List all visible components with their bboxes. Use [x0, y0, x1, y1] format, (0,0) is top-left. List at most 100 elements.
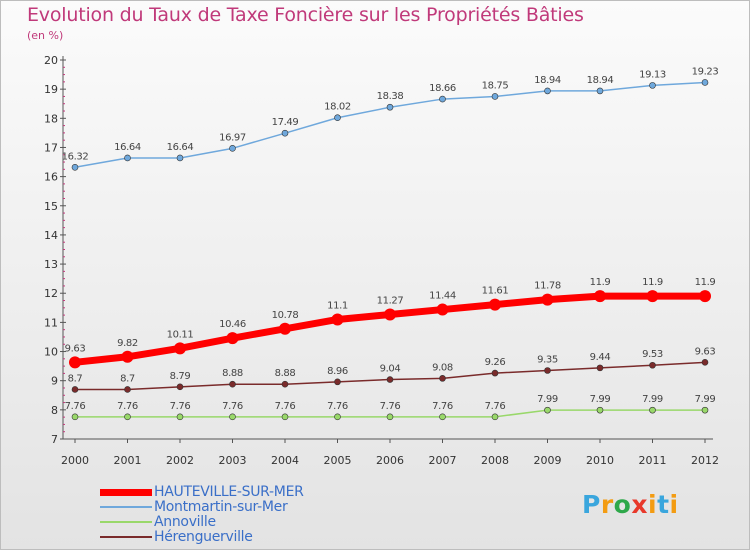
data-point [281, 129, 289, 137]
logo-letter: x [631, 490, 648, 519]
data-point [544, 87, 551, 95]
x-tick-label: 2007 [429, 454, 457, 467]
data-point [596, 406, 604, 414]
logo-letter: t [657, 490, 670, 519]
data-label: 7.76 [117, 401, 138, 412]
data-point [71, 386, 79, 393]
y-tick-label: 12 [44, 287, 58, 300]
data-point [176, 154, 184, 162]
data-label: 8.88 [275, 368, 296, 379]
y-tick-label: 9 [51, 375, 58, 388]
x-tick-label: 2002 [166, 454, 194, 467]
data-point [334, 378, 341, 386]
data-label: 7.76 [65, 401, 86, 412]
legend-swatch [100, 489, 152, 496]
data-label: 11.9 [642, 277, 663, 288]
y-tick-label: 7 [51, 433, 58, 446]
data-point [176, 413, 184, 421]
legend-label: Hérenguerville [154, 529, 253, 545]
x-tick-label: 2006 [376, 454, 404, 467]
data-point [439, 95, 446, 103]
data-label: 9.63 [65, 343, 86, 354]
data-point [649, 361, 656, 369]
data-point [541, 293, 554, 306]
data-point [491, 93, 499, 100]
legend-label: Annoville [154, 514, 216, 530]
data-point [439, 413, 446, 421]
data-label: 17.49 [272, 117, 299, 128]
data-label: 18.94 [587, 75, 614, 86]
data-label: 19.23 [692, 66, 719, 77]
data-label: 9.04 [380, 364, 401, 375]
data-point [176, 383, 184, 391]
data-label: 9.26 [485, 357, 506, 368]
data-point [386, 103, 394, 111]
data-point [281, 413, 289, 421]
data-label: 10.46 [219, 319, 246, 330]
data-label: 18.38 [377, 91, 404, 102]
x-tick-label: 2010 [586, 454, 614, 467]
data-label: 16.97 [219, 132, 246, 143]
y-tick-label: 17 [44, 141, 58, 154]
data-label: 7.99 [642, 394, 663, 405]
data-point [436, 303, 449, 316]
data-point [646, 290, 659, 303]
proxiti-logo: Proxiti [582, 490, 679, 519]
data-label: 18.75 [482, 80, 509, 91]
data-label: 11.9 [695, 277, 716, 288]
legend-swatch [100, 536, 152, 538]
y-tick-label: 11 [44, 316, 58, 329]
logo-letter: P [582, 490, 601, 519]
data-point [701, 406, 709, 414]
unit-label: (en %) [27, 29, 64, 42]
x-tick-label: 2005 [324, 454, 352, 467]
data-point [331, 313, 344, 326]
data-point [701, 79, 709, 86]
data-label: 7.99 [537, 394, 558, 405]
data-point [649, 82, 656, 89]
data-point [229, 145, 236, 152]
data-label: 7.76 [485, 401, 506, 412]
data-point [386, 413, 394, 421]
data-point [229, 413, 236, 421]
data-point [649, 406, 656, 414]
data-point [229, 380, 236, 388]
data-label: 18.02 [324, 102, 351, 113]
data-label: 9.63 [695, 346, 716, 357]
data-label: 7.76 [275, 401, 296, 412]
data-point [69, 356, 81, 369]
data-point [491, 369, 499, 377]
legend-swatch [100, 506, 152, 508]
logo-letter: o [613, 490, 632, 519]
legend-label: HAUTEVILLE-SUR-MER [154, 484, 304, 500]
y-tick-label: 16 [44, 171, 58, 184]
data-point [334, 413, 341, 421]
data-point [71, 163, 79, 171]
data-label: 11.1 [327, 300, 348, 311]
data-label: 16.32 [62, 151, 89, 162]
data-point [491, 413, 499, 421]
x-tick-label: 2001 [114, 454, 142, 467]
data-point [279, 322, 291, 335]
data-label: 9.35 [537, 354, 558, 365]
data-label: 11.78 [534, 281, 561, 292]
data-point [124, 154, 131, 162]
data-point [281, 380, 289, 388]
data-label: 8.7 [120, 373, 135, 384]
y-tick-label: 14 [44, 229, 58, 242]
y-tick-label: 8 [51, 404, 58, 417]
data-point [384, 308, 396, 321]
data-point [544, 406, 551, 414]
x-tick-label: 2011 [639, 454, 667, 467]
data-point [124, 413, 131, 421]
data-label: 9.08 [432, 362, 453, 373]
y-tick-label: 19 [44, 83, 58, 96]
x-tick-label: 2003 [219, 454, 247, 467]
data-point [334, 114, 341, 122]
data-label: 8.79 [170, 371, 191, 382]
data-label: 18.66 [429, 83, 456, 94]
data-point [699, 290, 711, 303]
data-label: 11.44 [429, 291, 456, 302]
